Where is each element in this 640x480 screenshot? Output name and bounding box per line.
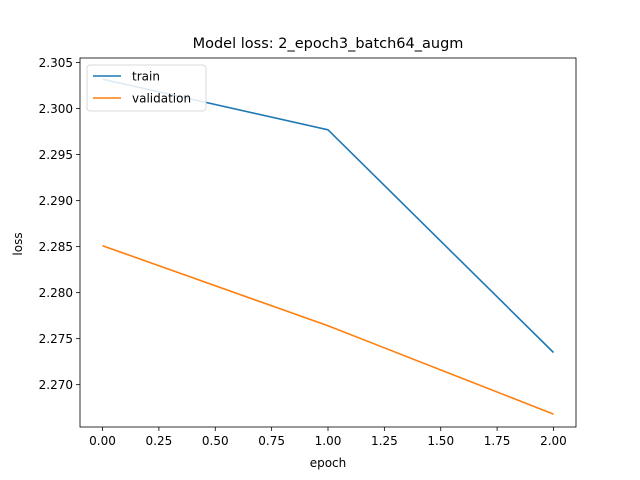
- series-line-validation: [103, 246, 554, 414]
- axes-frame: [80, 58, 576, 427]
- y-tick-label: 2.280: [39, 286, 73, 300]
- y-axis-label: loss: [11, 232, 25, 255]
- legend: train validation: [87, 65, 206, 111]
- x-tick-label: 0.25: [146, 434, 173, 448]
- y-tick-label: 2.270: [39, 378, 73, 392]
- x-tick-label: 1.00: [315, 434, 342, 448]
- x-tick-label: 2.00: [540, 434, 567, 448]
- series-layer: [103, 79, 554, 414]
- y-tick-label: 2.285: [39, 240, 73, 254]
- x-axis-label: epoch: [310, 456, 347, 470]
- legend-label-validation: validation: [132, 92, 191, 106]
- x-tick-label: 1.25: [371, 434, 398, 448]
- y-tick-label: 2.305: [39, 56, 73, 70]
- series-line-train: [103, 79, 554, 352]
- y-tick-label: 2.295: [39, 148, 73, 162]
- x-tick-label: 0.00: [89, 434, 116, 448]
- chart-title: Model loss: 2_epoch3_batch64_augm: [193, 36, 464, 52]
- y-axis-ticks: 2.270 2.275 2.280 2.285 2.290 2.295 2.300 2.305: [39, 56, 80, 392]
- x-tick-label: 0.75: [258, 434, 285, 448]
- plot-area: [80, 58, 576, 427]
- y-tick-label: 2.300: [39, 102, 73, 116]
- y-tick-label: 2.275: [39, 332, 73, 346]
- x-tick-label: 1.75: [484, 434, 511, 448]
- x-tick-label: 1.50: [427, 434, 454, 448]
- x-axis-ticks: 0.00 0.25 0.50 0.75 1.00 1.25 1.50 1.75 2.00: [89, 427, 567, 448]
- y-tick-label: 2.290: [39, 194, 73, 208]
- x-tick-label: 0.50: [202, 434, 229, 448]
- legend-label-train: train: [132, 70, 160, 84]
